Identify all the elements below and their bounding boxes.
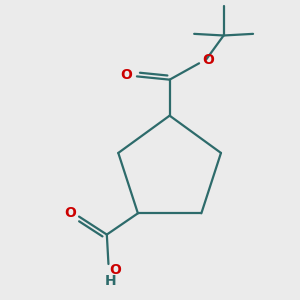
Text: O: O: [110, 263, 122, 277]
Text: H: H: [104, 274, 116, 288]
Text: O: O: [121, 68, 132, 82]
Text: O: O: [202, 53, 214, 67]
Text: O: O: [64, 206, 76, 220]
